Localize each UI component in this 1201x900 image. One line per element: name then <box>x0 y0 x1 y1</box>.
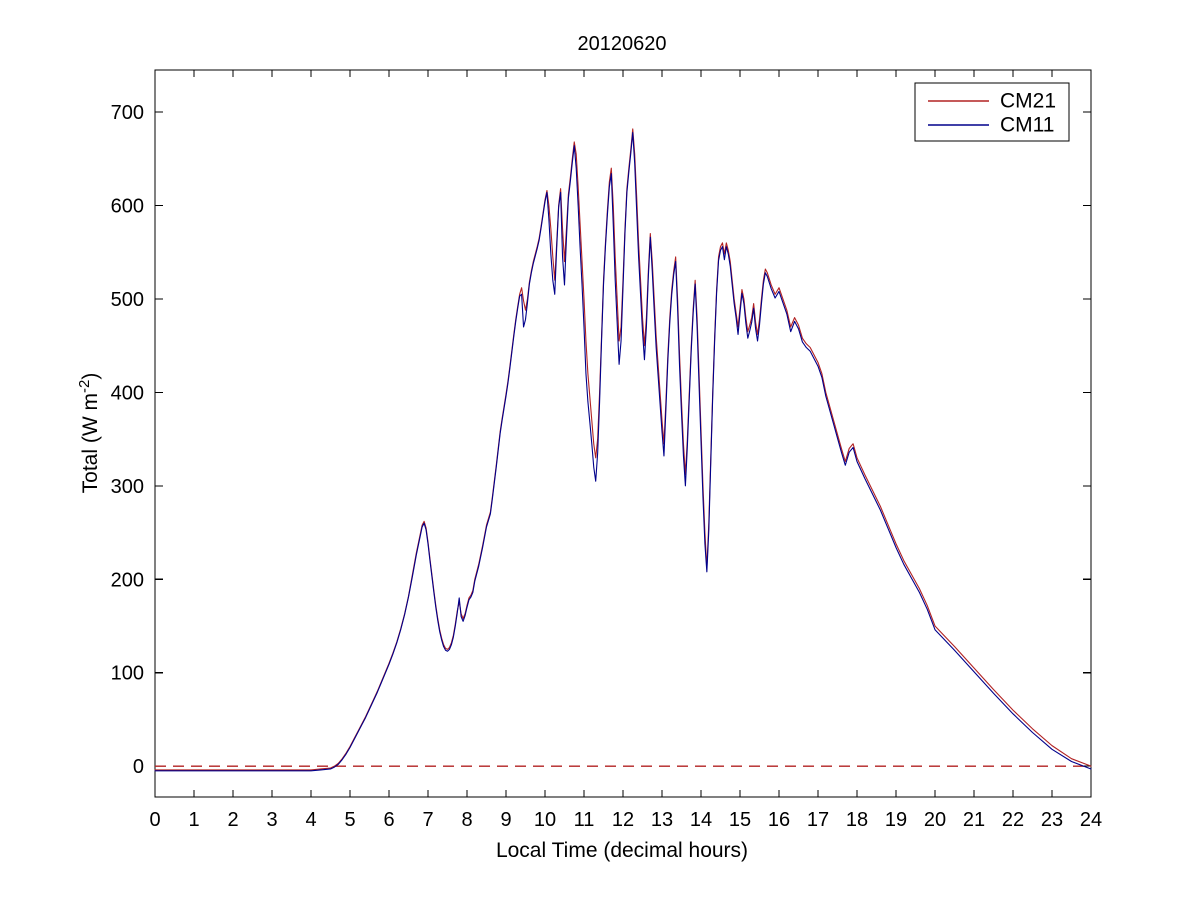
series-line-cm11 <box>154 132 1092 772</box>
x-axis-ticks <box>154 70 1092 797</box>
y-axis-label-main: Total (W m <box>79 393 102 493</box>
legend-label-cm21: CM21 <box>1000 90 1056 113</box>
x-tick-label: 15 <box>729 809 751 831</box>
y-axis-label-suffix: ) <box>79 373 102 380</box>
x-tick-label: 18 <box>846 809 868 831</box>
y-tick-label: 0 <box>133 756 144 778</box>
x-tick-label: 8 <box>461 809 472 831</box>
x-tick-label: 23 <box>1041 809 1063 831</box>
y-axis-tick-labels: 0 100 200 300 400 500 600 700 <box>111 102 144 778</box>
x-tick-label: 10 <box>534 809 556 831</box>
x-tick-label: 17 <box>807 809 829 831</box>
y-tick-label: 500 <box>111 289 144 311</box>
x-tick-label: 12 <box>612 809 634 831</box>
series-line-cm21 <box>154 128 1092 771</box>
x-tick-label: 4 <box>305 809 316 831</box>
y-tick-label: 400 <box>111 382 144 404</box>
y-axis-ticks <box>155 111 1091 767</box>
x-tick-label: 1 <box>188 809 199 831</box>
x-tick-label: 21 <box>963 809 985 831</box>
y-tick-label: 300 <box>111 476 144 498</box>
x-tick-label: 0 <box>149 809 160 831</box>
x-tick-label: 13 <box>651 809 673 831</box>
x-tick-label: 14 <box>690 809 712 831</box>
svg-text:Total (W m-2): Total (W m-2) <box>76 373 102 494</box>
legend-box <box>914 82 1070 142</box>
y-axis-label: Total (W m-2) <box>76 373 102 494</box>
x-tick-label: 5 <box>344 809 355 831</box>
y-tick-label: 200 <box>111 569 144 591</box>
x-tick-label: 11 <box>574 809 595 831</box>
x-tick-label: 6 <box>383 809 394 831</box>
y-axis-label-exponent: -2 <box>76 380 93 393</box>
page-title: 20120620 <box>578 33 667 55</box>
x-tick-label: 3 <box>266 809 277 831</box>
x-axis-tick-labels: 0 1 2 3 4 5 6 7 8 9 10 11 12 13 14 15 16 17 18 19 20 21 22 23 24 <box>149 809 1102 831</box>
x-tick-label: 24 <box>1080 809 1102 831</box>
x-tick-label: 22 <box>1002 809 1024 831</box>
x-tick-label: 7 <box>422 809 433 831</box>
y-tick-label: 700 <box>111 102 144 124</box>
data-series-group <box>154 128 1092 772</box>
legend: CM21 CM11 <box>914 82 1070 142</box>
x-tick-label: 2 <box>227 809 238 831</box>
legend-label-cm11: CM11 <box>1000 114 1054 137</box>
x-tick-label: 16 <box>768 809 790 831</box>
y-tick-label: 100 <box>111 663 144 685</box>
x-tick-label: 19 <box>885 809 907 831</box>
plot-frame <box>154 69 1092 798</box>
x-axis-label: Local Time (decimal hours) <box>496 839 748 862</box>
x-tick-label: 9 <box>500 809 511 831</box>
y-tick-label: 600 <box>111 195 144 217</box>
x-tick-label: 20 <box>924 809 946 831</box>
